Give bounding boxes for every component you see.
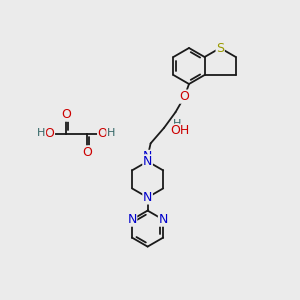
- Text: O: O: [180, 90, 189, 103]
- Text: O: O: [61, 108, 71, 121]
- Text: N: N: [158, 213, 168, 226]
- Text: S: S: [216, 41, 224, 55]
- Text: H: H: [37, 128, 46, 139]
- Text: N: N: [143, 150, 152, 164]
- Text: N: N: [127, 213, 137, 226]
- Text: O: O: [82, 146, 92, 159]
- Text: N: N: [143, 191, 152, 204]
- Text: O: O: [45, 127, 54, 140]
- Text: H: H: [107, 128, 115, 139]
- Text: N: N: [143, 155, 152, 168]
- Text: H: H: [172, 119, 181, 129]
- Text: O: O: [98, 127, 107, 140]
- Text: OH: OH: [170, 124, 189, 137]
